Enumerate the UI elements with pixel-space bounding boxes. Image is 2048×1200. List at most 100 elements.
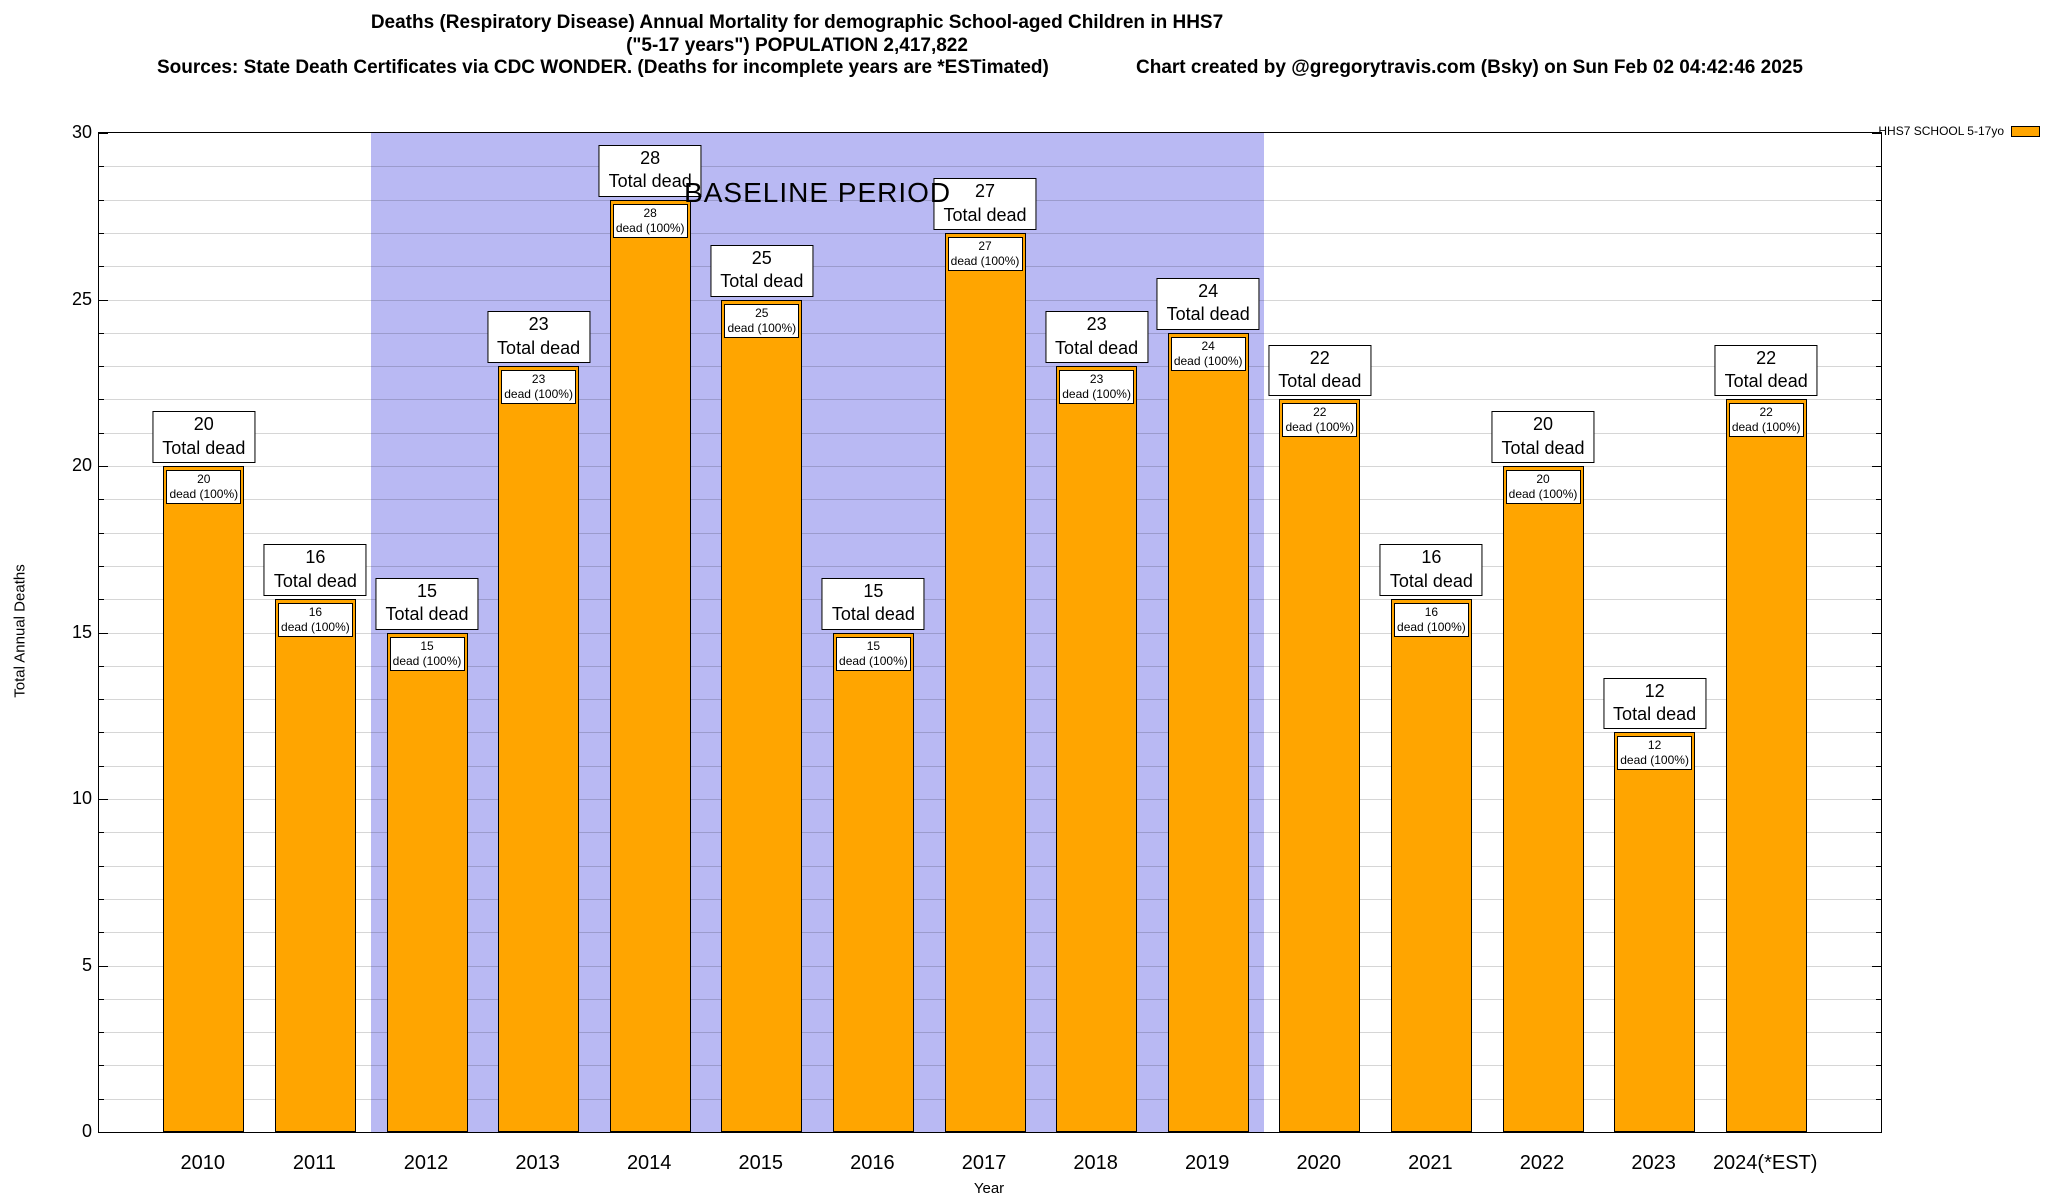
legend-label: HHS7 SCHOOL 5-17yo <box>1878 124 2004 138</box>
y-tick <box>1876 1098 1881 1100</box>
sources-note: Sources: State Death Certificates via CD… <box>157 57 1049 78</box>
y-tick <box>1876 199 1881 201</box>
x-tick-label: 2010 <box>180 1152 226 1174</box>
y-tick <box>1876 898 1881 900</box>
x-tick-label: 2013 <box>515 1152 560 1174</box>
y-tick <box>99 699 104 701</box>
bar-total-label: 16 Total dead <box>1379 544 1483 597</box>
bar-inner-label: 16 dead (100%) <box>277 603 353 638</box>
bar-inner-label: 12 dead (100%) <box>1617 736 1693 771</box>
chart-title: Deaths (Respiratory Disease) Annual Mort… <box>370 12 1224 33</box>
bar-inner-label: 22 dead (100%) <box>1282 403 1358 438</box>
x-tick-label: 2014 <box>626 1152 672 1174</box>
bar-2019: 24 dead (100%) <box>1167 332 1249 1132</box>
y-tick <box>1872 799 1881 800</box>
chart-subtitle: ("5-17 years") POPULATION 2,417,822 <box>626 35 968 56</box>
bar-2020: 22 dead (100%) <box>1279 399 1361 1132</box>
y-tick <box>99 532 104 534</box>
bar-total-label: 28 Total dead <box>598 144 702 197</box>
x-tick-label: 2018 <box>1073 1152 1118 1174</box>
y-tick <box>1876 699 1881 701</box>
bar-2023: 12 dead (100%) <box>1614 732 1696 1132</box>
y-tick <box>99 732 104 734</box>
x-tick-label: 2012 <box>403 1152 449 1174</box>
bar-inner-label: 25 dead (100%) <box>724 303 800 338</box>
y-tick <box>99 565 104 567</box>
bar-total-label: 20 Total dead <box>152 411 256 463</box>
bar-total-label: 23 Total dead <box>487 311 591 364</box>
y-tick <box>99 998 104 1000</box>
y-tick <box>1872 965 1881 967</box>
bar-total-label: 24 Total dead <box>1156 278 1260 330</box>
bar-inner-label: 20 dead (100%) <box>166 470 242 504</box>
bar-2022: 20 dead (100%) <box>1502 466 1584 1132</box>
y-tick <box>1876 865 1881 867</box>
y-tick <box>1876 1065 1881 1067</box>
bar-inner-label: 24 dead (100%) <box>1170 336 1246 371</box>
y-tick <box>1876 765 1881 767</box>
bar-inner-label: 23 dead (100%) <box>1059 370 1135 405</box>
y-tick <box>1876 565 1881 567</box>
y-tick <box>99 898 104 900</box>
y-tick <box>99 932 104 934</box>
y-tick-label: 10 <box>71 788 92 808</box>
legend-swatch-icon <box>2011 125 2040 137</box>
y-tick <box>1876 432 1881 434</box>
legend: HHS7 SCHOOL 5-17yo <box>1878 124 2040 138</box>
credit-note: Chart created by @gregorytravis.com (Bsk… <box>1136 57 1803 78</box>
y-tick <box>1876 332 1881 334</box>
bar-2010: 20 dead (100%) <box>163 466 245 1132</box>
y-tick <box>1872 466 1881 467</box>
y-tick <box>99 1098 104 1100</box>
y-tick <box>99 599 104 601</box>
y-tick <box>1876 665 1881 667</box>
bar-2024(*EST): 22 dead (100%) <box>1725 399 1807 1132</box>
bar-total-label: 23 Total dead <box>1045 311 1149 364</box>
y-tick <box>99 399 104 401</box>
y-tick <box>99 499 104 501</box>
y-tick <box>1876 499 1881 501</box>
y-tick <box>1876 998 1881 1000</box>
bar-inner-label: 23 dead (100%) <box>501 370 577 405</box>
y-tick <box>99 133 108 134</box>
x-tick-label: 2015 <box>738 1152 784 1174</box>
bar-inner-label: 22 dead (100%) <box>1728 403 1804 438</box>
y-tick <box>99 199 104 201</box>
y-tick-label: 25 <box>71 288 92 309</box>
bar-2018: 23 dead (100%) <box>1056 366 1138 1132</box>
y-tick <box>1876 399 1881 401</box>
y-tick-label: 5 <box>81 954 92 975</box>
y-tick <box>99 466 108 467</box>
x-tick-label: 2023 <box>1631 1152 1676 1174</box>
bar-2011: 16 dead (100%) <box>274 599 356 1132</box>
y-tick <box>99 1032 104 1034</box>
x-tick-label: 2020 <box>1296 1152 1342 1174</box>
y-tick <box>99 332 104 334</box>
y-tick <box>1876 599 1881 601</box>
bar-total-label: 15 Total dead <box>375 577 479 630</box>
bar-inner-label: 27 dead (100%) <box>947 236 1023 271</box>
y-tick <box>99 865 104 867</box>
y-tick <box>99 432 104 434</box>
baseline-period-label: BASELINE PERIOD <box>684 177 952 208</box>
y-tick <box>99 832 104 834</box>
y-tick <box>99 765 104 767</box>
x-tick-label: 2011 <box>292 1152 336 1174</box>
bar-total-label: 27 Total dead <box>933 178 1037 230</box>
bar-total-label: 20 Total dead <box>1491 411 1595 463</box>
y-tick <box>99 1065 104 1067</box>
x-tick-label: 2019 <box>1184 1152 1230 1174</box>
x-tick-label: 2017 <box>961 1152 1007 1174</box>
x-axis-title: Year <box>973 1180 1005 1197</box>
y-tick <box>1876 266 1881 268</box>
y-tick <box>1876 732 1881 734</box>
y-tick <box>1876 166 1881 168</box>
bar-2017: 27 dead (100%) <box>944 232 1026 1132</box>
y-tick <box>1876 532 1881 534</box>
bar-total-label: 12 Total dead <box>1603 677 1707 730</box>
bar-inner-label: 20 dead (100%) <box>1505 470 1581 504</box>
x-tick-label: 2016 <box>850 1152 895 1174</box>
x-tick-label: 2024(*EST) <box>1712 1152 1818 1174</box>
y-tick <box>99 632 108 634</box>
